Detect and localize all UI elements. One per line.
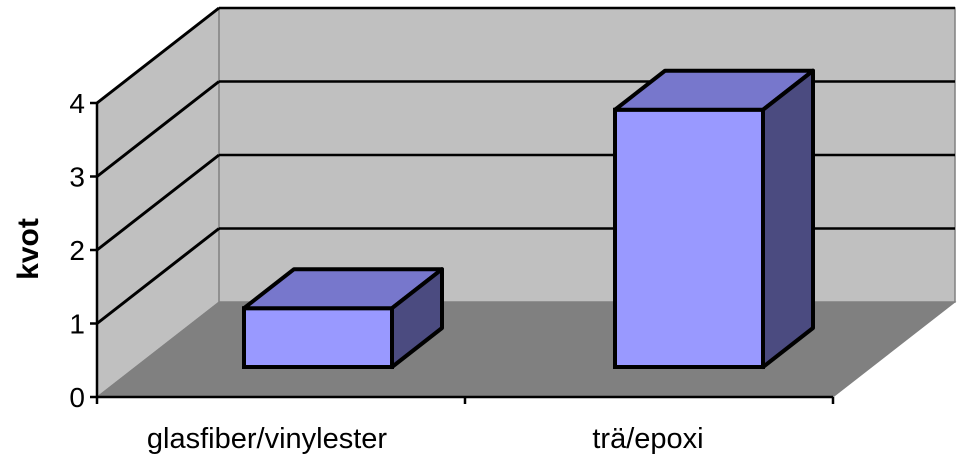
- x-category-label: trä/epoxi: [592, 423, 703, 455]
- bar-front: [613, 107, 765, 369]
- bar-1: [242, 267, 444, 370]
- gridlines: [96, 6, 955, 325]
- y-tick-label: 4: [69, 88, 85, 119]
- bar-side: [390, 267, 444, 369]
- bars: [242, 68, 815, 370]
- floor: [95, 301, 957, 398]
- y-tick-label: 2: [69, 235, 85, 266]
- x-category-label: glasfiber/vinylester: [147, 423, 387, 455]
- y-tick-label: 1: [69, 309, 85, 340]
- gridline-side: [96, 6, 220, 105]
- gridline-side: [96, 227, 220, 325]
- gridline-side: [96, 153, 220, 252]
- chart-walls: [95, 6, 957, 399]
- bar-2: [613, 68, 815, 369]
- gridline-side: [96, 80, 220, 178]
- bar-side: [761, 68, 815, 369]
- bar-front: [242, 306, 394, 370]
- y-tick-label: 3: [69, 162, 85, 193]
- labels: 0 1 2 3 4 glasfiber/vinylester trä/epoxi kvot: [12, 88, 704, 455]
- y-tick-label: 0: [69, 382, 85, 413]
- y-axis-title: kvot: [12, 218, 45, 280]
- axes: [90, 101, 835, 404]
